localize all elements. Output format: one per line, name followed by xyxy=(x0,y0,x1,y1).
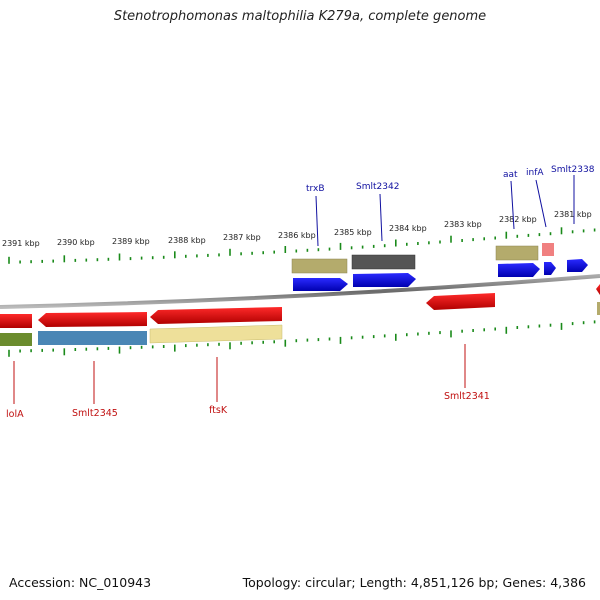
feature-lolA-bar[interactable] xyxy=(0,333,32,346)
feature-Smlt2345-bar[interactable] xyxy=(38,331,147,345)
kbp-label: 2382 kbp xyxy=(499,215,537,224)
kbp-label: 2381 kbp xyxy=(554,210,592,219)
gene-arrow-edge-right[interactable] xyxy=(596,284,600,295)
kbp-label: 2387 kbp xyxy=(223,233,261,242)
gene-label-Smlt2338[interactable]: Smlt2338 xyxy=(551,165,595,175)
map-title: Stenotrophomonas maltophilia K279a, comp… xyxy=(113,9,487,24)
kbp-label: 2391 kbp xyxy=(2,239,40,248)
gene-arrow-Smlt2341[interactable] xyxy=(426,293,495,310)
kbp-label: 2383 kbp xyxy=(444,220,482,229)
gene-label-infA[interactable]: infA xyxy=(526,168,544,178)
gene-arrow-infA[interactable] xyxy=(544,262,556,275)
kbp-label: 2384 kbp xyxy=(389,224,427,233)
gene-arrow-aat[interactable] xyxy=(498,263,540,277)
feature-edge-right[interactable] xyxy=(597,302,600,315)
kbp-ticks-top xyxy=(8,227,596,264)
gene-arrow-trxB[interactable] xyxy=(293,278,348,291)
gene-label-ftsK[interactable]: ftsK xyxy=(209,405,228,416)
reverse-genes xyxy=(0,293,495,346)
feature-infA-bar[interactable] xyxy=(542,243,554,256)
genome-summary-text: Topology: circular; Length: 4,851,126 bp… xyxy=(242,575,586,590)
feature-aat-bar[interactable] xyxy=(495,245,539,261)
feature-ftsK-bar[interactable] xyxy=(149,324,283,344)
gene-label-Smlt2341[interactable]: Smlt2341 xyxy=(444,391,490,402)
gene-label-aat[interactable]: aat xyxy=(503,170,518,180)
gene-label-Smlt2342[interactable]: Smlt2342 xyxy=(356,182,399,192)
accession-text: Accession: NC_010943 xyxy=(9,575,152,590)
kbp-label: 2385 kbp xyxy=(334,228,372,237)
gene-label-lolA[interactable]: lolA xyxy=(6,409,24,420)
gene-label-Smlt2345[interactable]: Smlt2345 xyxy=(72,408,118,419)
gene-arrow-Smlt2345[interactable] xyxy=(38,312,147,327)
feature-Smlt2342-bar[interactable] xyxy=(351,254,416,270)
forward-genes xyxy=(291,243,600,315)
gene-arrow-ftsK[interactable] xyxy=(150,307,282,324)
label-leaders xyxy=(13,175,575,404)
kbp-label: 2390 kbp xyxy=(57,238,95,247)
kbp-label: 2388 kbp xyxy=(168,236,206,245)
feature-trxB-bar[interactable] xyxy=(291,258,348,274)
gene-arrow-lolA[interactable] xyxy=(0,314,32,328)
kbp-label: 2386 kbp xyxy=(278,231,316,240)
kbp-label: 2389 kbp xyxy=(112,237,150,246)
gene-arrow-Smlt2338[interactable] xyxy=(567,259,588,272)
genome-backbone xyxy=(0,274,600,309)
gene-arrow-Smlt2342[interactable] xyxy=(353,273,416,287)
kbp-ticks-bottom xyxy=(8,320,596,357)
gene-label-trxB[interactable]: trxB xyxy=(306,184,325,194)
